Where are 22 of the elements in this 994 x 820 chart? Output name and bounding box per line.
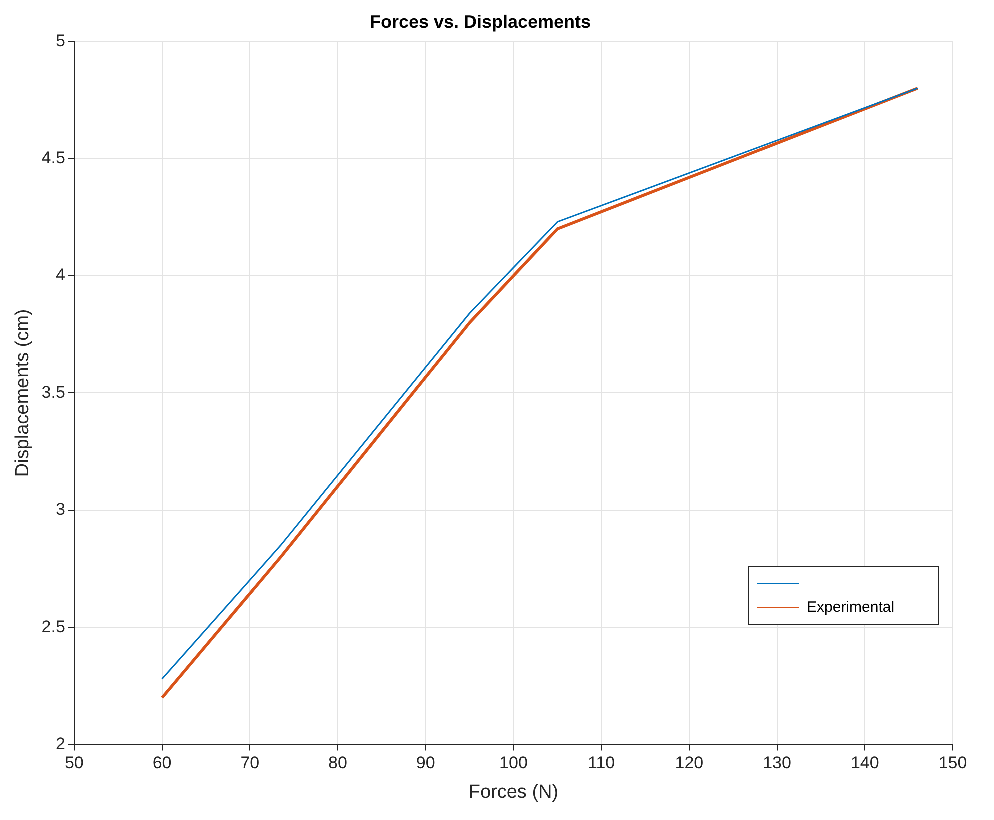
x-tick-label: 110 [588,754,616,773]
x-tick-label: 140 [850,754,880,773]
y-tick-label: 2 [56,734,66,754]
x-axis-title: Forces (N) [468,782,559,803]
x-tick-label: 90 [416,754,436,773]
x-tick-label: 70 [240,754,260,773]
x-tick-label: 100 [500,754,528,773]
y-tick-label: 4.5 [42,148,66,168]
y-tick-label: 5 [56,31,66,50]
y-tick-label: 3.5 [42,382,66,402]
y-tick-label: 4 [56,266,66,285]
x-tick-label: 120 [675,754,704,773]
x-tick-label: 50 [64,754,84,773]
legend-label: Experimental [807,598,895,616]
y-tick-label: 3 [56,500,66,520]
y-tick-label: 2.5 [42,617,66,636]
x-tick-label: 130 [763,754,792,773]
x-tick-label: 60 [152,754,172,773]
x-tick-label: 80 [328,754,348,773]
y-axis-title: Displacements (cm) [12,309,34,478]
x-tick-label: 150 [938,754,968,773]
chart-title: Forces vs. Displacements [370,12,592,32]
